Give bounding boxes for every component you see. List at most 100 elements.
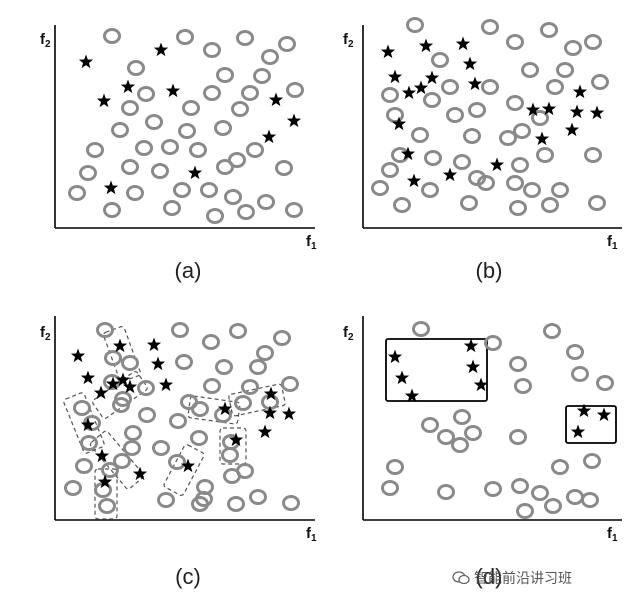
star-point — [413, 80, 429, 95]
circle-point — [79, 165, 97, 181]
star-point — [286, 113, 302, 128]
x-axis-label-subscript: 1 — [612, 533, 618, 544]
circle-point — [176, 29, 194, 45]
star-point — [187, 165, 203, 180]
x-axis-label-main: f — [306, 525, 312, 542]
circle-point — [168, 454, 186, 470]
circle-point — [421, 182, 439, 198]
circle-point — [135, 140, 153, 156]
circle-point — [523, 182, 541, 198]
circle-point — [189, 142, 207, 158]
x-axis-label: f1 — [607, 233, 618, 252]
circle-point — [566, 344, 584, 360]
star-point — [467, 76, 483, 91]
star-point — [564, 122, 580, 137]
star-point — [96, 93, 112, 108]
circle-point — [511, 478, 529, 494]
star-point — [463, 338, 479, 353]
circle-point — [431, 52, 449, 68]
star-point — [572, 84, 588, 99]
star-point — [589, 105, 605, 120]
circle-point — [484, 481, 502, 497]
circle-point — [236, 30, 254, 46]
circle-point — [73, 400, 91, 416]
y-axis-label: f2 — [343, 324, 354, 343]
circle-point — [423, 92, 441, 108]
circle-point — [453, 154, 471, 170]
circle-point — [103, 28, 121, 44]
star-point — [401, 85, 417, 100]
star-point — [394, 370, 410, 385]
x-axis-label-subscript: 1 — [612, 241, 618, 252]
circle-point — [564, 40, 582, 56]
circle-point — [246, 142, 264, 158]
circle-point — [412, 321, 430, 337]
circle-point — [386, 459, 404, 475]
circle-point — [275, 160, 293, 176]
circle-point — [190, 430, 208, 446]
panel-caption: (c) — [175, 564, 201, 589]
circle-point — [536, 147, 554, 163]
star-point — [180, 458, 196, 473]
star-point — [404, 388, 420, 403]
circle-point — [229, 323, 247, 339]
dashed-cluster-box — [219, 427, 247, 465]
circle-point — [281, 376, 299, 392]
x-axis-label-subscript: 1 — [311, 533, 317, 544]
circle-point — [540, 22, 558, 38]
circle-point — [551, 182, 569, 198]
circle-point — [509, 356, 527, 372]
circle-point — [256, 345, 274, 361]
circle-point — [584, 147, 602, 163]
x-axis-label-main: f — [306, 233, 312, 250]
star-point — [387, 349, 403, 364]
circle-point — [163, 200, 181, 216]
circle-point — [596, 375, 614, 391]
y-axis-label-subscript: 2 — [45, 39, 51, 50]
circle-point — [126, 185, 144, 201]
dashed-cluster-box — [228, 383, 286, 417]
star-point — [228, 432, 244, 447]
star-point — [380, 44, 396, 59]
circle-point — [173, 182, 191, 198]
star-point — [105, 376, 121, 391]
star-point — [150, 356, 166, 371]
circle-point — [253, 68, 271, 84]
circle-point — [75, 458, 93, 474]
star-point — [80, 417, 96, 432]
star-point — [78, 54, 94, 69]
circle-point — [169, 413, 187, 429]
circle-point — [460, 195, 478, 211]
circle-point — [137, 86, 155, 102]
circle-point — [152, 440, 170, 456]
circle-point — [214, 120, 232, 136]
circle-point — [591, 74, 609, 90]
circle-point — [145, 114, 163, 130]
x-axis-label: f1 — [306, 525, 317, 544]
star-point — [596, 407, 612, 422]
star-point — [387, 69, 403, 84]
star-point — [576, 403, 592, 418]
circle-point — [216, 67, 234, 83]
solid-region-box — [565, 405, 617, 444]
dashed-cluster-box — [163, 444, 205, 496]
circle-point — [381, 162, 399, 178]
circle-point — [200, 182, 218, 198]
circle-point — [531, 110, 549, 126]
star-point — [115, 372, 131, 387]
circle-point — [202, 334, 220, 350]
circle-point — [241, 85, 259, 101]
star-point — [400, 146, 416, 161]
circle-point — [191, 401, 209, 417]
circle-point — [406, 17, 424, 33]
circle-point — [121, 355, 139, 371]
circle-point — [513, 123, 531, 139]
watermark: 智能前沿讲习班 — [452, 566, 572, 590]
circle-point — [234, 395, 252, 411]
dashed-cluster-box — [89, 430, 145, 490]
star-point — [418, 38, 434, 53]
circle-point — [127, 60, 145, 76]
